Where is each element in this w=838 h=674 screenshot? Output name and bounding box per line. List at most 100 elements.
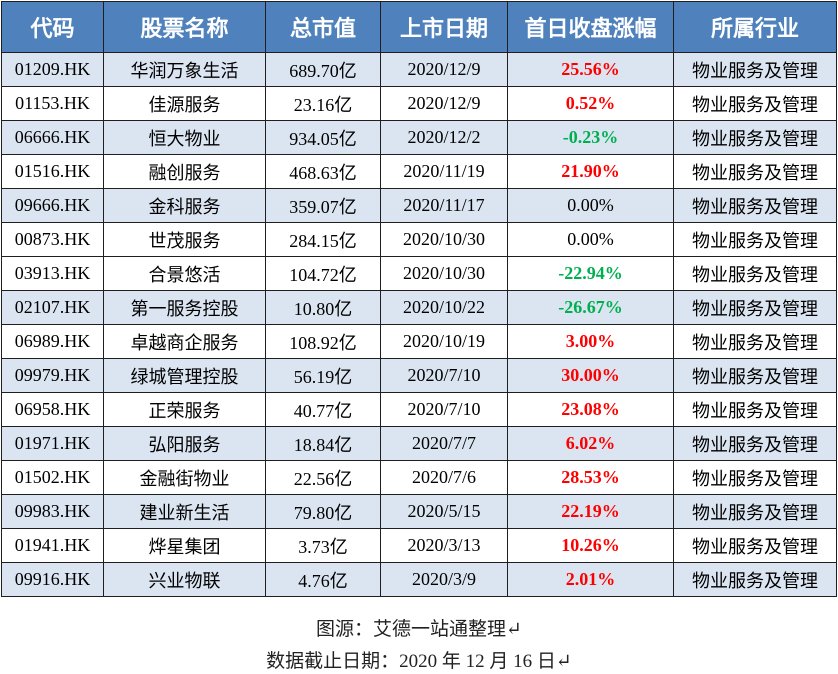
name-cell: 金融街物业 — [103, 460, 266, 495]
table-row: 06958.HK 正荣服务 40.77亿 2020/7/10 23.08% 物业服务及管理 — [1, 392, 837, 427]
name-cell: 融创服务 — [103, 154, 266, 189]
header-cell: 首日收盘涨幅 — [507, 1, 674, 53]
table-row: 09666.HK 金科服务 359.07亿 2020/11/17 0.00% 物业服务及管… — [1, 188, 837, 223]
market-cap-cell: 79.80亿 — [265, 494, 381, 529]
listing-date-cell: 2020/10/30 — [380, 256, 508, 291]
first-day-change-cell: -0.23% — [507, 120, 674, 155]
table-row: 09979.HK 绿城管理控股 56.19亿 2020/7/10 30.00% 物业服务及… — [1, 358, 837, 393]
first-day-change-cell: 30.00% — [507, 358, 674, 393]
header-row: 代码 股票名称 总市值 上市日期 首日收盘涨幅 所属行业 — [1, 1, 837, 53]
table-row: 01502.HK 金融街物业 22.56亿 2020/7/6 28.53% 物业服务及管理 — [1, 460, 837, 495]
table-row: 09983.HK 建业新生活 79.80亿 2020/5/15 22.19% 物业服务及管… — [1, 494, 837, 529]
code-cell: 03913.HK — [1, 256, 104, 291]
industry-cell: 物业服务及管理 — [673, 52, 837, 87]
market-cap-cell: 23.16亿 — [265, 86, 381, 121]
first-day-change-cell: 2.01% — [507, 562, 674, 597]
listing-date-cell: 2020/7/6 — [380, 460, 508, 495]
first-day-change-cell: -26.67% — [507, 290, 674, 325]
first-day-change-cell: 28.53% — [507, 460, 674, 495]
name-cell: 第一服务控股 — [103, 290, 266, 325]
market-cap-cell: 10.80亿 — [265, 290, 381, 325]
table-row: 02107.HK 第一服务控股 10.80亿 2020/10/22 -26.67% 物业服… — [1, 290, 837, 325]
first-day-change-cell: 0.00% — [507, 222, 674, 257]
market-cap-cell: 56.19亿 — [265, 358, 381, 393]
table-row: 09916.HK 兴业物联 4.76亿 2020/3/9 2.01% 物业服务及管理 — [1, 562, 837, 597]
code-cell: 01516.HK — [1, 154, 104, 189]
listing-date-cell: 2020/11/17 — [380, 188, 508, 223]
code-cell: 01153.HK — [1, 86, 104, 121]
first-day-change-cell: 10.26% — [507, 528, 674, 563]
listing-date-cell: 2020/11/19 — [380, 154, 508, 189]
industry-cell: 物业服务及管理 — [673, 120, 837, 155]
listing-date-cell: 2020/7/10 — [380, 392, 508, 427]
table-row: 01971.HK 弘阳服务 18.84亿 2020/7/7 6.02% 物业服务及管理 — [1, 426, 837, 461]
table-row: 03913.HK 合景悠活 104.72亿 2020/10/30 -22.94% 物业服务… — [1, 256, 837, 291]
industry-cell: 物业服务及管理 — [673, 460, 837, 495]
industry-cell: 物业服务及管理 — [673, 256, 837, 291]
header-cell: 所属行业 — [673, 1, 837, 53]
code-cell: 01502.HK — [1, 460, 104, 495]
listing-date-cell: 2020/12/9 — [380, 52, 508, 87]
market-cap-cell: 468.63亿 — [265, 154, 381, 189]
header-cell: 股票名称 — [103, 1, 266, 53]
market-cap-cell: 22.56亿 — [265, 460, 381, 495]
industry-cell: 物业服务及管理 — [673, 188, 837, 223]
industry-cell: 物业服务及管理 — [673, 86, 837, 121]
market-cap-cell: 359.07亿 — [265, 188, 381, 223]
first-day-change-cell: 21.90% — [507, 154, 674, 189]
name-cell: 建业新生活 — [103, 494, 266, 529]
market-cap-cell: 934.05亿 — [265, 120, 381, 155]
name-cell: 绿城管理控股 — [103, 358, 266, 393]
code-cell: 09983.HK — [1, 494, 104, 529]
listing-date-cell: 2020/10/22 — [380, 290, 508, 325]
code-cell: 01971.HK — [1, 426, 104, 461]
market-cap-cell: 284.15亿 — [265, 222, 381, 257]
name-cell: 弘阳服务 — [103, 426, 266, 461]
industry-cell: 物业服务及管理 — [673, 392, 837, 427]
ipo-table: 代码 股票名称 总市值 上市日期 首日收盘涨幅 所属行业 01209.HK 华润万象生活 68… — [1, 1, 837, 597]
first-day-change-cell: 0.00% — [507, 188, 674, 223]
table-row: 01516.HK 融创服务 468.63亿 2020/11/19 21.90% 物业服务及… — [1, 154, 837, 189]
code-cell: 09916.HK — [1, 562, 104, 597]
name-cell: 世茂服务 — [103, 222, 266, 257]
name-cell: 合景悠活 — [103, 256, 266, 291]
name-cell: 兴业物联 — [103, 562, 266, 597]
table-row: 01153.HK 佳源服务 23.16亿 2020/12/9 0.52% 物业服务及管理 — [1, 86, 837, 121]
industry-cell: 物业服务及管理 — [673, 290, 837, 325]
table-row: 01209.HK 华润万象生活 689.70亿 2020/12/9 25.56% 物业服务… — [1, 52, 837, 87]
table-body: 01209.HK 华润万象生活 689.70亿 2020/12/9 25.56% 物业服务… — [1, 52, 837, 597]
industry-cell: 物业服务及管理 — [673, 222, 837, 257]
name-cell: 恒大物业 — [103, 120, 266, 155]
code-cell: 06958.HK — [1, 392, 104, 427]
listing-date-cell: 2020/3/9 — [380, 562, 508, 597]
listing-date-cell: 2020/12/9 — [380, 86, 508, 121]
first-day-change-cell: 25.56% — [507, 52, 674, 87]
code-cell: 02107.HK — [1, 290, 104, 325]
first-day-change-cell: 3.00% — [507, 324, 674, 359]
header-cell: 上市日期 — [380, 1, 508, 53]
table-row: 06666.HK 恒大物业 934.05亿 2020/12/2 -0.23% 物业服务及管… — [1, 120, 837, 155]
industry-cell: 物业服务及管理 — [673, 562, 837, 597]
code-cell: 09979.HK — [1, 358, 104, 393]
market-cap-cell: 40.77亿 — [265, 392, 381, 427]
industry-cell: 物业服务及管理 — [673, 494, 837, 529]
listing-date-cell: 2020/7/7 — [380, 426, 508, 461]
table-row: 00873.HK 世茂服务 284.15亿 2020/10/30 0.00% 物业服务及管… — [1, 222, 837, 257]
listing-date-cell: 2020/7/10 — [380, 358, 508, 393]
listing-date-cell: 2020/10/19 — [380, 324, 508, 359]
source-note: 图源：艾德一站通整理↵ — [316, 619, 522, 640]
name-cell: 卓越商企服务 — [103, 324, 266, 359]
first-day-change-cell: 23.08% — [507, 392, 674, 427]
name-cell: 正荣服务 — [103, 392, 266, 427]
table-row: 06989.HK 卓越商企服务 108.92亿 2020/10/19 3.00% 物业服务… — [1, 324, 837, 359]
code-cell: 01941.HK — [1, 528, 104, 563]
header-cell: 代码 — [1, 1, 104, 53]
industry-cell: 物业服务及管理 — [673, 154, 837, 189]
first-day-change-cell: 22.19% — [507, 494, 674, 529]
industry-cell: 物业服务及管理 — [673, 324, 837, 359]
date-note: 数据截止日期：2020 年 12 月 16 日↵ — [266, 651, 572, 672]
code-cell: 00873.HK — [1, 222, 104, 257]
industry-cell: 物业服务及管理 — [673, 528, 837, 563]
code-cell: 06666.HK — [1, 120, 104, 155]
market-cap-cell: 4.76亿 — [265, 562, 381, 597]
